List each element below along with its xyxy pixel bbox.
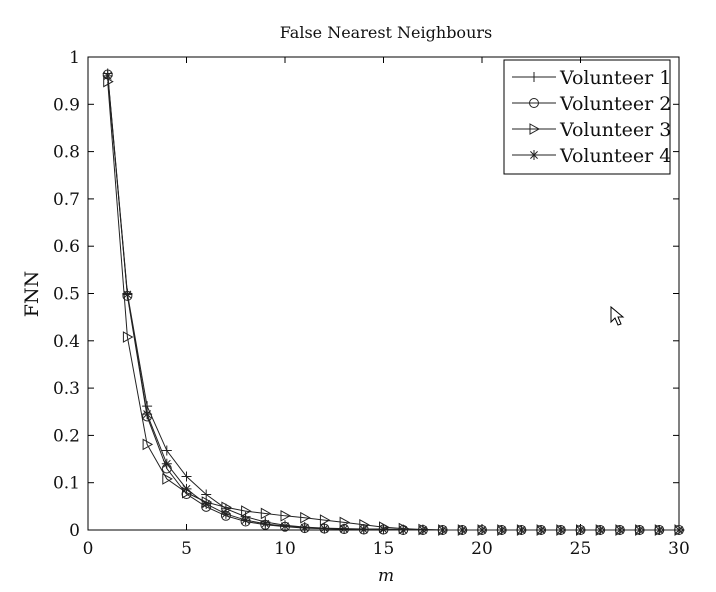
data-point-marker [162,473,173,485]
data-point-marker [496,525,507,535]
pointer-arrow-icon [610,305,625,326]
x-tick-label: 15 [373,539,395,559]
legend: Volunteer 1 Volunteer 2 Volunteer 3 Volunte… [503,59,671,175]
y-tick-label: 0.7 [53,190,80,210]
legend-entry: Volunteer 3 [512,119,671,141]
data-point-marker [654,525,665,535]
y-tick-label: 0.4 [53,332,80,352]
data-point-marker [280,509,292,522]
data-point-marker [241,505,252,517]
data-point-marker [161,458,172,469]
data-point-marker [300,511,311,524]
data-point-marker [102,70,113,81]
y-tick-label: 0.1 [53,474,80,494]
x-tick-label: 30 [668,539,690,559]
data-point-marker [122,331,134,343]
data-point-marker [437,525,448,535]
chart-title: False Nearest Neighbours [280,23,492,42]
y-tick-label: 0.9 [53,95,80,115]
data-point-marker [339,524,350,535]
series-line [107,74,679,531]
legend-label: Volunteer 2 [559,93,671,115]
data-point-marker [536,525,547,535]
data-point-marker [240,515,251,526]
data-point-marker [181,471,192,482]
data-point-marker [358,524,369,535]
y-tick-label: 0.3 [53,379,80,399]
series-layer [102,68,686,536]
data-point-marker [575,525,586,535]
data-point-marker [477,525,487,535]
data-point-marker [142,409,153,420]
data-point-marker [280,521,290,532]
data-point-marker [181,483,192,494]
series-volunteer-4 [102,70,684,535]
y-tick-label: 0.5 [53,285,80,305]
data-point-marker [260,507,272,520]
x-tick-label: 20 [471,539,493,559]
data-point-marker [417,525,428,535]
y-tick-label: 0 [69,521,80,541]
legend-marker [529,123,541,135]
y-tick-label: 0.8 [53,143,80,163]
legend-entry: Volunteer 2 [512,93,671,115]
data-point-marker [378,524,389,535]
data-point-marker [457,525,468,535]
y-tick-label: 0.2 [53,426,80,446]
legend-label: Volunteer 3 [559,119,671,141]
data-point-marker [614,525,625,535]
x-axis-label: m [378,566,394,586]
legend-entry: Volunteer 4 [512,145,671,167]
x-tick-label: 5 [181,539,192,559]
data-point-marker [595,525,606,535]
data-point-marker [319,523,330,534]
legend-label: Volunteer 4 [559,145,671,167]
data-point-marker [220,508,231,519]
data-point-marker [319,514,331,526]
data-point-marker [260,518,271,529]
data-point-marker [142,438,154,451]
axis-ticks: 0 5 10 15 20 25 30 0 0.1 0.2 0.3 0.4 0.5 0.6 0.7 0.8 0.9… [53,48,690,559]
x-tick-label: 25 [570,539,592,559]
data-point-marker [299,522,310,533]
data-point-marker [634,525,645,535]
legend-marker [529,98,539,108]
legend-box [503,59,671,175]
data-point-marker [201,489,212,500]
data-point-marker [555,525,566,535]
data-point-marker [674,525,684,535]
legend-entry: Volunteer 1 [512,67,671,89]
data-point-marker [122,289,133,300]
legend-marker [529,72,539,82]
data-point-marker [516,525,527,535]
data-point-marker [398,525,409,535]
x-tick-label: 10 [274,539,296,559]
legend-marker [529,150,539,160]
data-point-marker [161,445,172,456]
data-point-marker [201,498,212,509]
y-tick-label: 1 [69,48,80,68]
y-axis-label: FNN [21,271,43,317]
series-line [107,73,679,531]
y-tick-label: 0.6 [53,237,80,257]
legend-label: Volunteer 1 [559,67,671,89]
x-tick-label: 0 [83,539,94,559]
